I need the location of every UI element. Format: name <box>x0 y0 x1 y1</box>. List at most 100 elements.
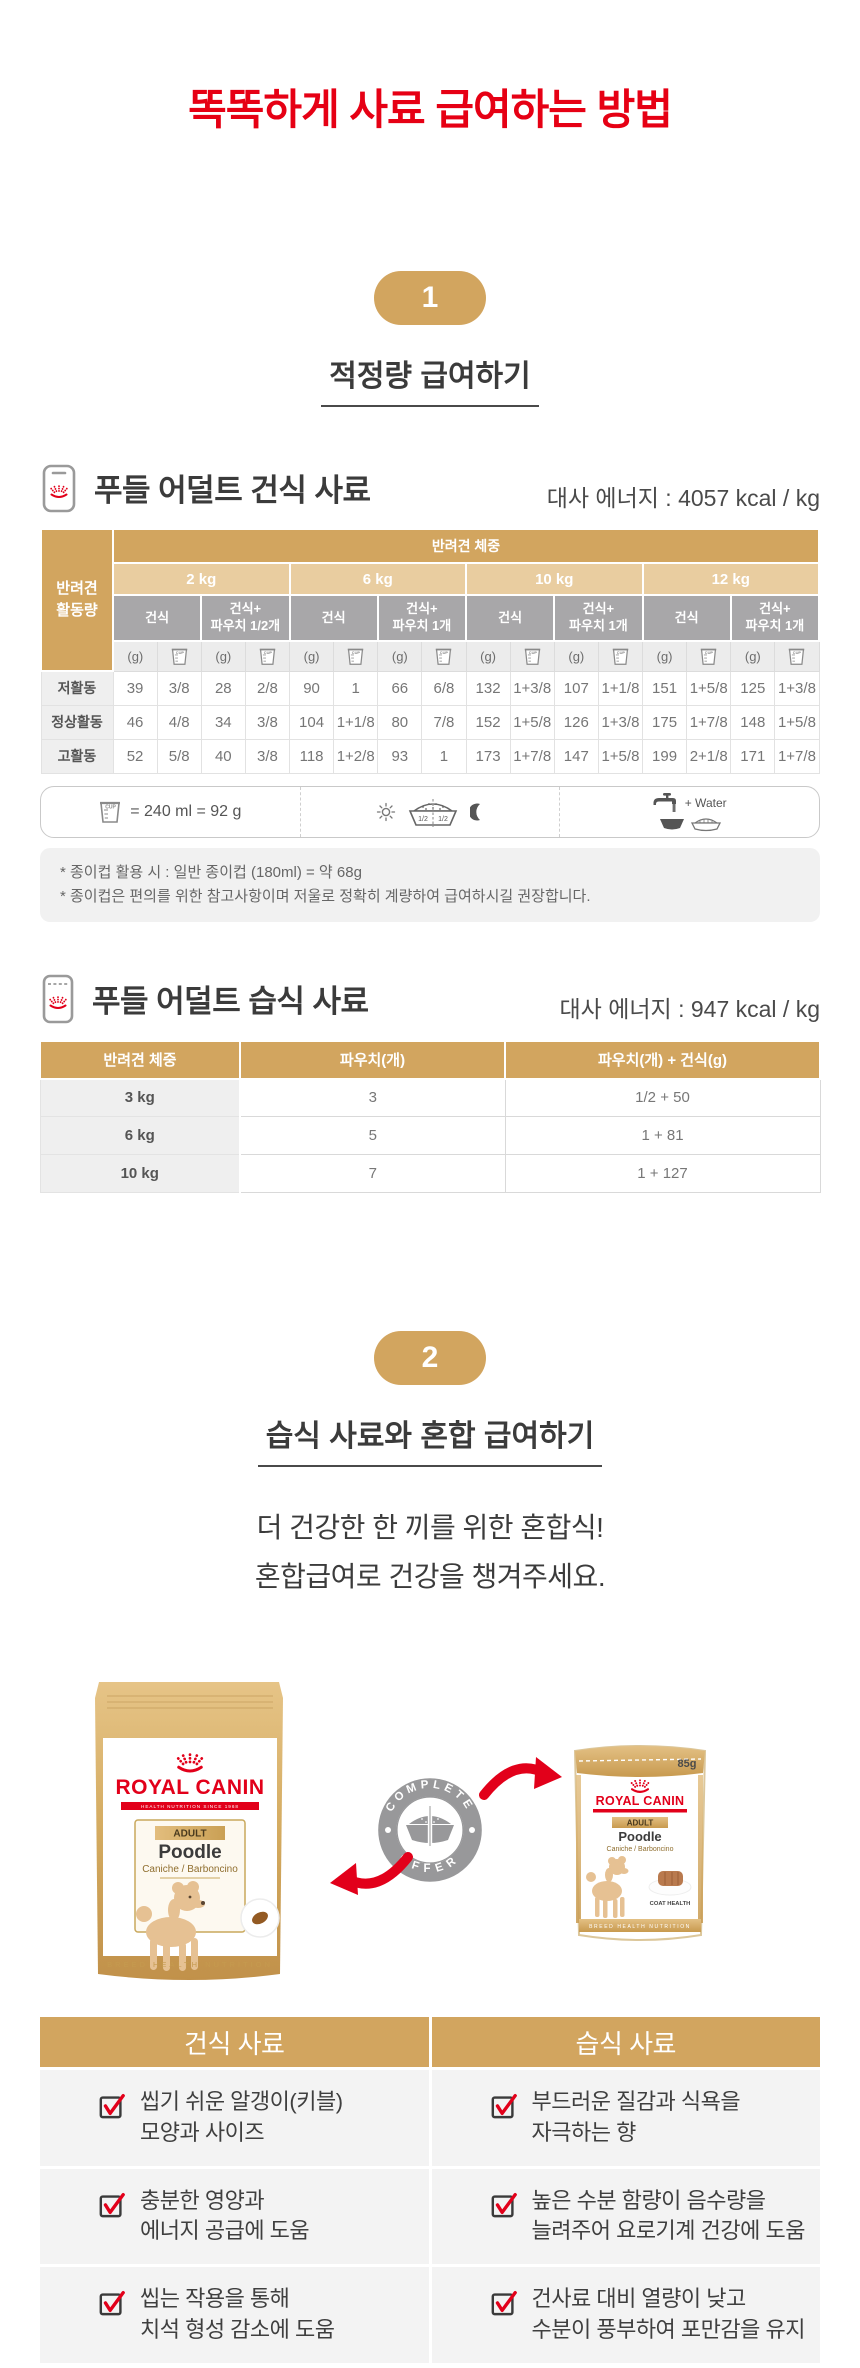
cell: 5 <box>239 1116 506 1155</box>
cell: 7 <box>239 1154 506 1193</box>
svg-text:COAT HEALTH: COAT HEALTH <box>650 1901 691 1907</box>
cell: 1 + 127 <box>504 1154 821 1193</box>
cell: 1+1/8 <box>333 704 379 740</box>
cell: 1 <box>421 738 467 774</box>
legend-cup: CUP = 240 ml = 92 g <box>41 787 300 837</box>
cell: 175 <box>641 704 688 740</box>
cell: 5/8 <box>156 738 202 774</box>
compare-header-wet: 습식 사료 <box>431 2017 820 2067</box>
svg-text:CUP: CUP <box>793 651 802 655</box>
compare-table: 건식 사료 습식 사료 씹기 쉬운 알갱이(키블) 모양과 사이즈 부드러운 질… <box>40 2017 820 2363</box>
cell: 10 kg <box>39 1154 241 1193</box>
unit-grams: (g) <box>200 640 246 672</box>
feed-type: 건식 <box>464 594 556 642</box>
unit-cup: CUP <box>244 640 291 672</box>
water-bowl-icon <box>659 818 684 829</box>
cell: 3/8 <box>244 704 291 740</box>
svg-text:Caniche / Barboncino: Caniche / Barboncino <box>607 1846 674 1853</box>
measuring-cup-icon: CUP <box>171 648 187 665</box>
cell: 39 <box>112 670 158 706</box>
benefit-text: 씹는 작용을 통해 치석 형성 감소에 도움 <box>140 2286 335 2342</box>
svg-text:CUP: CUP <box>440 651 449 655</box>
cell: 2/8 <box>244 670 291 706</box>
moon-icon <box>470 803 480 820</box>
cell: 2+1/8 <box>686 738 732 774</box>
cell: 1+1/8 <box>597 670 644 706</box>
feed-type: 건식 <box>111 594 203 642</box>
measuring-cup-icon: CUP <box>347 648 364 665</box>
unit-grams: (g) <box>553 640 599 672</box>
measuring-cup-icon: CUP <box>789 648 805 665</box>
legend-water: + Water <box>559 786 819 837</box>
note-line: * 종이컵은 편의를 위한 참고사항이며 저울로 정확히 계량하여 급여하시길 … <box>60 887 591 905</box>
cell: 3 kg <box>39 1078 241 1117</box>
compare-cell-wet: 건사료 대비 열량이 낮고 수분이 풍부하여 포만감을 유지 <box>431 2267 820 2363</box>
wet-pouch-icon <box>42 974 74 1023</box>
svg-text:HEALTH NUTRITION SINCE 1968: HEALTH NUTRITION SINCE 1968 <box>141 1804 239 1809</box>
cell: 107 <box>553 670 599 706</box>
unit-grams: (g) <box>377 640 423 672</box>
svg-text:ADULT: ADULT <box>627 1819 654 1828</box>
table-row: 건식 건식+ 파우치 1/2개 건식 건식+ 파우치 1개 건식 건식+ 파우치… <box>41 594 821 642</box>
table-row: 저활동 39 3/8 28 2/8 90 1 66 6/8 132 1+3/8 … <box>40 670 820 706</box>
checkbox-icon <box>99 2291 125 2316</box>
dry-food-bag-image: ROYAL CANIN HEALTH NUTRITION SINCE 1968 … <box>95 1682 283 1980</box>
cell: 1+3/8 <box>509 670 555 706</box>
unit-cup: CUP <box>509 640 555 672</box>
activity-corner-header: 반려견 활동량 <box>40 528 114 672</box>
cell: 171 <box>730 738 776 774</box>
svg-text:CUP: CUP <box>705 651 714 655</box>
checkbox-icon <box>491 2093 517 2119</box>
product-images: ROYAL CANIN HEALTH NUTRITION SINCE 1968 … <box>40 1635 820 2017</box>
wet-header-mixed: 파우치(개) + 건식(g) <box>504 1039 821 1080</box>
mix-line-1: 더 건강한 한 끼를 위한 혼합식! <box>256 1512 604 1543</box>
cell: 66 <box>377 670 423 706</box>
note-line: * 종이컵 활용 시 : 일반 종이컵 (180ml) = 약 68g <box>60 863 362 881</box>
cell: 1 + 81 <box>504 1116 821 1155</box>
arrow-left-icon <box>330 1852 413 1895</box>
wet-feeding-table: 반려견 체중 파우치(개) 파우치(개) + 건식(g) 3 kg 3 1/2 … <box>39 1039 821 1193</box>
svg-text:1/2: 1/2 <box>438 816 448 823</box>
cell: 3 <box>239 1078 506 1117</box>
weight-12kg: 12 kg <box>641 562 820 596</box>
dry-bag-icon <box>42 464 76 513</box>
cell: 3/8 <box>244 738 291 774</box>
unit-grams: (g) <box>112 640 158 672</box>
benefit-text: 부드러운 질감과 식욕을 자극하는 향 <box>531 2089 741 2145</box>
wet-header-pouch: 파우치(개) <box>239 1039 506 1080</box>
unit-cup: CUP <box>333 640 379 672</box>
split-bowl-icon: 1/2 1/2 <box>408 798 458 827</box>
unit-grams: (g) <box>465 640 511 672</box>
svg-text:Poodle: Poodle <box>158 1842 221 1863</box>
benefit-text: 높은 수분 함량이 음수량을 늘려주어 요로기계 건강에 도움 <box>531 2187 806 2244</box>
svg-text:BREED HEALTH NUTRITION: BREED HEALTH NUTRITION <box>107 1960 273 1969</box>
feed-type: 건식+ 파우치 1개 <box>376 594 468 642</box>
cell: 7/8 <box>421 704 467 740</box>
svg-text:BREED HEALTH NUTRITION: BREED HEALTH NUTRITION <box>589 1924 691 1930</box>
wet-energy-label: 대사 에너지 : 947 kcal / kg <box>559 995 821 1022</box>
svg-text:85g: 85g <box>678 1758 697 1770</box>
cell: 199 <box>641 738 688 774</box>
wet-header-weight: 반려견 체중 <box>39 1039 241 1080</box>
cell: 6 kg <box>39 1116 241 1155</box>
table-row: 3 kg 3 1/2 + 50 <box>39 1078 821 1117</box>
unit-cup: CUP <box>156 640 202 672</box>
benefit-text: 건사료 대비 열량이 낮고 수분이 풍부하여 포만감을 유지 <box>531 2286 806 2342</box>
step2-badge: 2 <box>374 1331 486 1385</box>
measuring-cup-icon: CUP <box>100 801 121 823</box>
cell: 1+5/8 <box>774 704 820 740</box>
unit-cup: CUP <box>686 640 732 672</box>
cell: 148 <box>730 704 776 740</box>
cell: 93 <box>377 738 423 774</box>
svg-text:CUP: CUP <box>264 651 273 655</box>
cell: 173 <box>465 738 511 774</box>
legend-strip: CUP = 240 ml = 92 g 1/2 1/2 <box>40 785 820 838</box>
poodle-illustration <box>136 1881 205 1971</box>
step2-heading: 습식 사료와 혼합 급여하기 <box>257 1411 603 1467</box>
cell: 3/8 <box>156 670 202 706</box>
activity-label: 고활동 <box>40 738 114 774</box>
weight-2kg: 2 kg <box>112 562 291 596</box>
svg-text:Caniche / Barboncino: Caniche / Barboncino <box>142 1864 238 1875</box>
cell: 151 <box>641 670 688 706</box>
